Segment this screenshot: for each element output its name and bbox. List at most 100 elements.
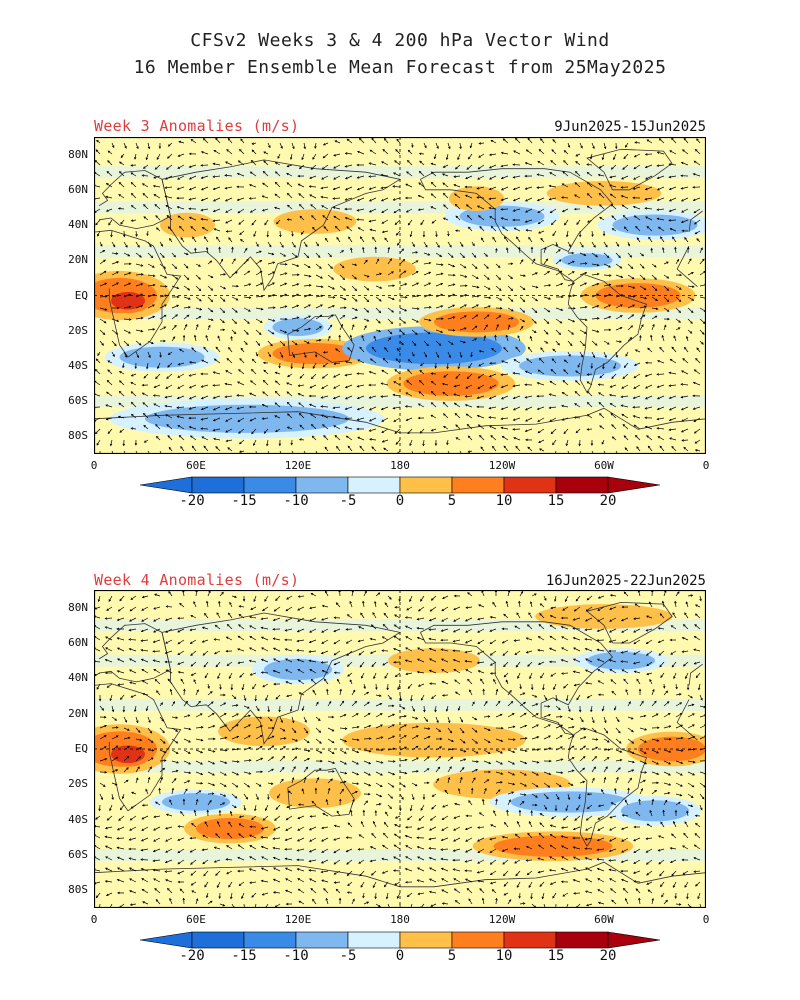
anomaly-core <box>366 727 502 753</box>
lon-label: 60E <box>186 913 206 926</box>
colorbar-segment <box>399 476 453 494</box>
anomaly-core <box>587 651 655 670</box>
lon-label: 120W <box>488 459 516 472</box>
map-frame <box>94 590 706 908</box>
panel-1-map <box>94 137 706 454</box>
anomaly-core <box>595 283 681 308</box>
colorbar-segment <box>347 931 401 949</box>
lon-label: 60W <box>594 459 614 472</box>
anomaly-core <box>510 791 630 813</box>
title-line-2: 16 Member Ensemble Mean Forecast from 25… <box>133 57 667 78</box>
colorbar-label: 0 <box>395 493 405 509</box>
title-line-1: CFSv2 Weeks 3 & 4 200 hPa Vector Wind <box>190 30 610 51</box>
colorbar-segment <box>503 476 557 494</box>
continent-outline <box>287 314 355 363</box>
colorbar-segment <box>451 476 505 494</box>
anomaly-core <box>272 318 324 337</box>
panel-2-colorbar <box>140 931 660 949</box>
colorbar-segment <box>243 476 297 494</box>
lat-label: 60N <box>68 636 88 649</box>
continent-outline <box>420 168 614 282</box>
lon-label: 120W <box>488 913 516 926</box>
lat-label: 40N <box>68 218 88 232</box>
colorbar-label: -15 <box>231 948 257 964</box>
colorbar-label: 10 <box>495 948 513 964</box>
anomaly-core <box>162 793 230 811</box>
colorbar-segment <box>451 931 505 949</box>
colorbar-label: -15 <box>231 493 257 509</box>
anomaly-core <box>119 346 205 368</box>
colorbar-end <box>607 476 660 494</box>
lat-label: 20S <box>68 777 88 791</box>
colorbar-end <box>607 931 660 949</box>
continent-outline <box>586 148 673 191</box>
lat-label: 60N <box>68 182 88 196</box>
lon-label: 60W <box>594 913 614 926</box>
lat-label: 40S <box>68 358 88 372</box>
lat-label: 80S <box>68 883 88 897</box>
colorbar-segment <box>503 931 557 949</box>
colorbar-segment <box>399 931 453 949</box>
anomaly-core <box>343 260 406 278</box>
colorbar-segment <box>555 931 609 949</box>
anomaly-core <box>621 800 689 822</box>
lon-label: 60E <box>186 459 206 472</box>
anomaly-core <box>230 720 298 742</box>
colorbar-label: 20 <box>599 948 617 964</box>
lat-label: EQ <box>74 742 88 755</box>
lon-label: 180 <box>390 913 410 926</box>
anomaly-core <box>459 205 545 227</box>
colorbar-segment <box>555 476 609 494</box>
continent-outline <box>567 727 648 847</box>
lat-label: 80N <box>68 147 88 161</box>
anomaly-core <box>284 212 346 231</box>
colorbar-label: -20 <box>179 493 205 509</box>
anomaly-core <box>434 311 519 333</box>
lon-label: 0 <box>702 459 710 472</box>
colorbar-label: -10 <box>283 948 309 964</box>
lat-label: EQ <box>74 288 88 302</box>
anomaly-core <box>111 291 145 310</box>
colorbar-label: 0 <box>395 948 405 964</box>
panel-1-label: Week 3 Anomalies (m/s) <box>94 117 300 135</box>
colorbar-label: 20 <box>599 493 617 509</box>
colorbar-label: 10 <box>495 493 513 509</box>
colorbar-segment <box>295 931 349 949</box>
lon-label: 180 <box>390 459 410 472</box>
lon-label: 0 <box>702 913 710 926</box>
anomaly-core <box>167 216 208 234</box>
anomaly-core <box>519 355 621 377</box>
panel-2-label: Week 4 Anomalies (m/s) <box>94 571 300 589</box>
map-frame <box>94 137 706 454</box>
colorbar-segment <box>191 476 245 494</box>
panel-2-map <box>94 590 706 908</box>
panel-1-dates: 9Jun2025-15Jun2025 <box>554 119 706 135</box>
anomaly-core <box>272 343 358 365</box>
panel-2-dates: 16Jun2025-22Jun2025 <box>545 573 706 589</box>
panel-1-colorbar <box>140 476 660 494</box>
wind-vector-field <box>94 137 706 454</box>
colorbar-end <box>140 931 193 949</box>
colorbar-segment <box>295 476 349 494</box>
lat-label: 20N <box>68 706 88 720</box>
anomaly-core <box>612 214 698 236</box>
continent-outline <box>287 767 355 817</box>
lat-label: 60S <box>68 848 88 861</box>
lat-label: 80S <box>68 429 88 443</box>
anomaly-core <box>145 404 349 433</box>
colorbar-label: -20 <box>179 948 205 964</box>
lat-label: 40N <box>68 671 88 685</box>
anomaly-core <box>281 782 349 804</box>
lon-label: 120E <box>284 459 312 472</box>
continent-outline <box>94 861 706 888</box>
anomaly-core <box>561 253 613 268</box>
lat-label: 20S <box>68 323 88 337</box>
lon-label: 0 <box>90 459 98 472</box>
lat-label: 40S <box>68 812 88 826</box>
continent-outline <box>567 273 648 394</box>
colorbar-label: -5 <box>339 493 357 509</box>
lat-label: 60S <box>68 394 88 408</box>
anomaly-core <box>366 332 502 365</box>
lon-label: 120E <box>284 913 312 926</box>
colorbar-label: -10 <box>283 493 309 509</box>
